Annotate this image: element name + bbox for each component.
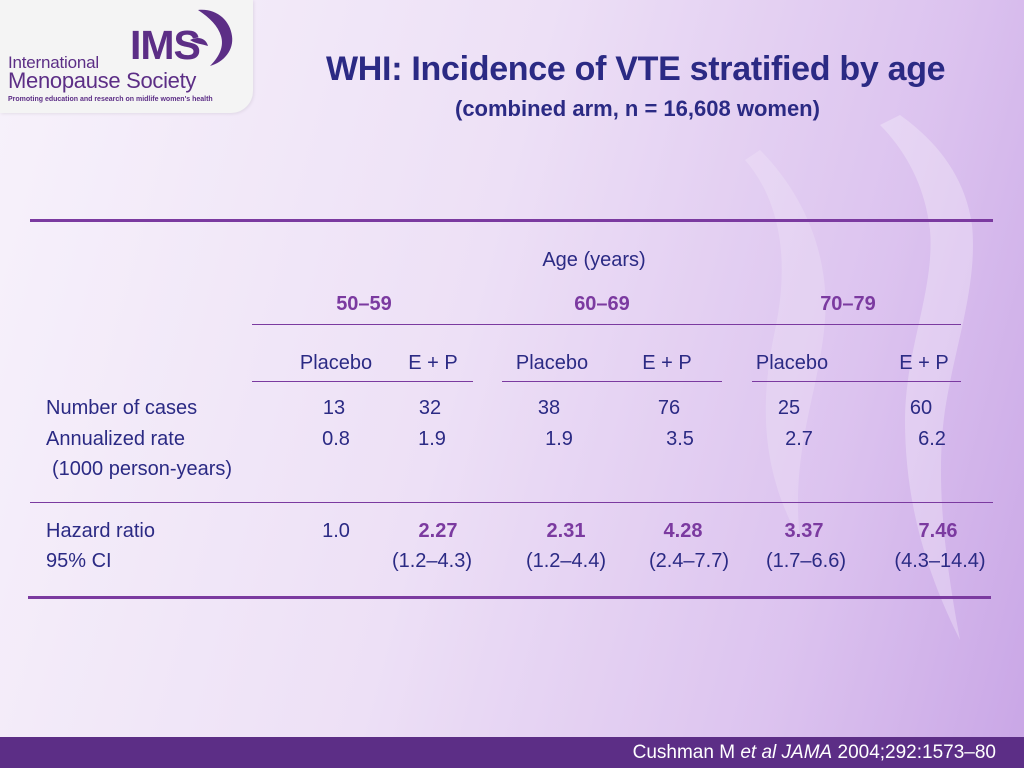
cell-rate-ep-50-59: 1.9 <box>418 428 446 450</box>
logo-tagline: Promoting education and research on midl… <box>8 96 213 103</box>
cell-rate-ep-70-79: 6.2 <box>918 428 946 450</box>
arm-rule-50-59 <box>252 381 473 382</box>
ims-logo: IMS International Menopause Society Prom… <box>0 0 253 113</box>
slide-subtitle: (combined arm, n = 16,608 women) <box>455 96 820 121</box>
logo-ims-text: IMS <box>130 22 201 68</box>
cell-cases-placebo-70-79: 25 <box>777 397 801 419</box>
cell-ci-ep-50-59: (1.2–4.3) <box>391 550 473 572</box>
arm-header-placebo-60-69: Placebo <box>515 352 589 374</box>
cell-rate-placebo-70-79: 2.7 <box>785 428 813 450</box>
citation-author: Cushman M <box>632 742 741 763</box>
logo-international: International <box>8 53 99 72</box>
cell-hr-ep-50-59: 2.27 <box>418 520 458 542</box>
table-top-rule <box>30 219 993 222</box>
arm-rule-70-79 <box>752 381 961 382</box>
arm-rule-60-69 <box>502 381 722 382</box>
age-span-header: Age (years) <box>542 249 646 271</box>
cell-rate-placebo-50-59: 0.8 <box>322 428 350 450</box>
logo-menopause-society: Menopause Society <box>8 68 197 93</box>
row-label-person-years: (1000 person-years) <box>52 458 233 480</box>
group-header-70-79: 70–79 <box>820 293 876 315</box>
cell-rate-ep-60-69: 3.5 <box>666 428 694 450</box>
cell-cases-ep-50-59: 32 <box>418 397 442 419</box>
logo-face-icon <box>190 9 233 67</box>
cell-rate-placebo-60-69: 1.9 <box>545 428 573 450</box>
arm-header-placebo-70-79: Placebo <box>755 352 829 374</box>
arm-header-ep-70-79: E + P <box>899 352 949 374</box>
cell-hr-placebo-60-69: 2.31 <box>546 520 586 542</box>
cell-ci-ep-70-79: (4.3–14.4) <box>894 550 986 572</box>
citation-details: 2004;292:1573–80 <box>832 742 996 763</box>
arm-header-placebo-50-59: Placebo <box>299 352 373 374</box>
table-middle-rule <box>30 502 993 503</box>
cell-ci-placebo-70-79: (1.7–6.6) <box>765 550 847 572</box>
cell-hr-ep-70-79: 7.46 <box>918 520 958 542</box>
citation-etal: et al <box>740 742 777 763</box>
row-label-95-ci: 95% CI <box>46 550 112 572</box>
cell-ci-ep-60-69: (2.4–7.7) <box>648 550 730 572</box>
cell-hr-ep-60-69: 4.28 <box>663 520 703 542</box>
cell-cases-placebo-60-69: 38 <box>537 397 561 419</box>
cell-hr-placebo-50-59: 1.0 <box>322 520 350 542</box>
cell-ci-placebo-60-69: (1.2–4.4) <box>525 550 607 572</box>
group-header-60-69: 60–69 <box>574 293 630 315</box>
citation: Cushman M et al JAMA 2004;292:1573–80 <box>633 742 996 764</box>
table-bottom-rule <box>28 596 991 599</box>
footer-bar: Cushman M et al JAMA 2004;292:1573–80 <box>0 737 1024 768</box>
arm-header-ep-50-59: E + P <box>408 352 458 374</box>
row-label-annualized-rate: Annualized rate <box>46 428 185 450</box>
row-label-hazard-ratio: Hazard ratio <box>46 520 155 542</box>
group-header-rule <box>252 324 961 325</box>
cell-cases-ep-70-79: 60 <box>909 397 933 419</box>
cell-cases-placebo-50-59: 13 <box>322 397 346 419</box>
arm-header-ep-60-69: E + P <box>642 352 692 374</box>
cell-cases-ep-60-69: 76 <box>657 397 681 419</box>
slide-title: WHI: Incidence of VTE stratified by age <box>326 50 946 88</box>
group-header-50-59: 50–59 <box>336 293 392 315</box>
row-label-number-of-cases: Number of cases <box>46 397 198 419</box>
cell-hr-placebo-70-79: 3.37 <box>784 520 824 542</box>
citation-journal: JAMA <box>781 742 833 763</box>
